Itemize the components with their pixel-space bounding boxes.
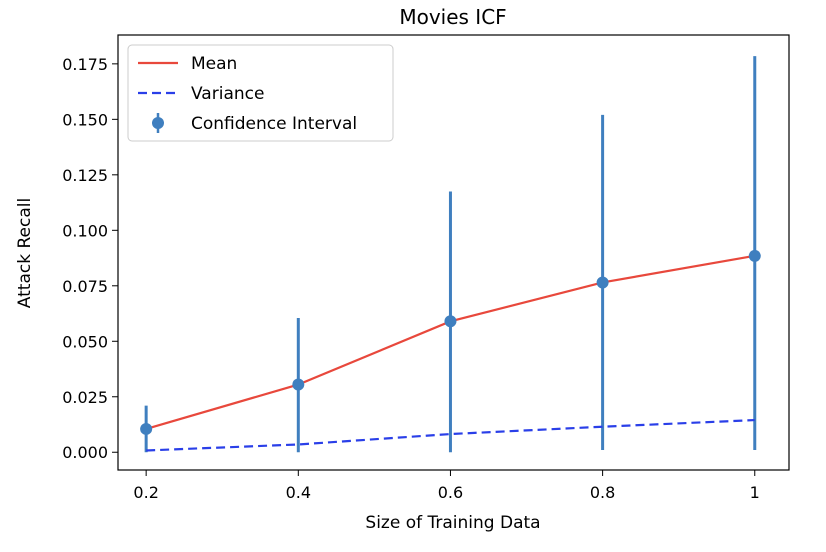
axes: 0.2 0.4 0.6 0.8 1 0.000 0.025 0.050 0.075 0.100 0.… — [62, 55, 760, 502]
y-tick-label: 0.025 — [62, 388, 108, 407]
x-tick-label: 0.2 — [133, 483, 158, 502]
confidence-interval-marker — [292, 378, 305, 391]
y-tick-label: 0.175 — [62, 55, 108, 74]
plot-area — [140, 56, 761, 453]
y-tick-label: 0.125 — [62, 166, 108, 185]
legend-ci-label: Confidence Interval — [191, 114, 357, 134]
x-tick-label: 1 — [750, 483, 760, 502]
variance-line — [146, 418, 755, 452]
confidence-interval-marker — [748, 249, 761, 262]
y-tick-label: 0.050 — [62, 332, 108, 351]
legend-ci-swatch-marker — [152, 117, 164, 129]
confidence-interval-marker — [596, 276, 609, 289]
y-tick-label: 0.075 — [62, 277, 108, 296]
legend-variance-label: Variance — [191, 84, 264, 104]
chart-title: Movies ICF — [399, 5, 506, 29]
y-tick-label: 0.150 — [62, 110, 108, 129]
confidence-interval-marker — [444, 315, 457, 328]
y-tick-label: 0.000 — [62, 443, 108, 462]
plot-frame — [117, 34, 790, 471]
x-tick-label: 0.4 — [286, 483, 311, 502]
confidence-interval-marker — [140, 422, 153, 435]
x-tick-label: 0.8 — [590, 483, 615, 502]
legend-mean-label: Mean — [191, 54, 237, 74]
legend-box — [127, 44, 394, 142]
y-tick-label: 0.100 — [62, 221, 108, 240]
x-tick-label: 0.6 — [438, 483, 463, 502]
x-axis-title: Size of Training Data — [365, 513, 540, 533]
legend: Mean Variance Confidence Interval — [127, 44, 394, 142]
y-axis-title: Attack Recall — [15, 198, 35, 308]
